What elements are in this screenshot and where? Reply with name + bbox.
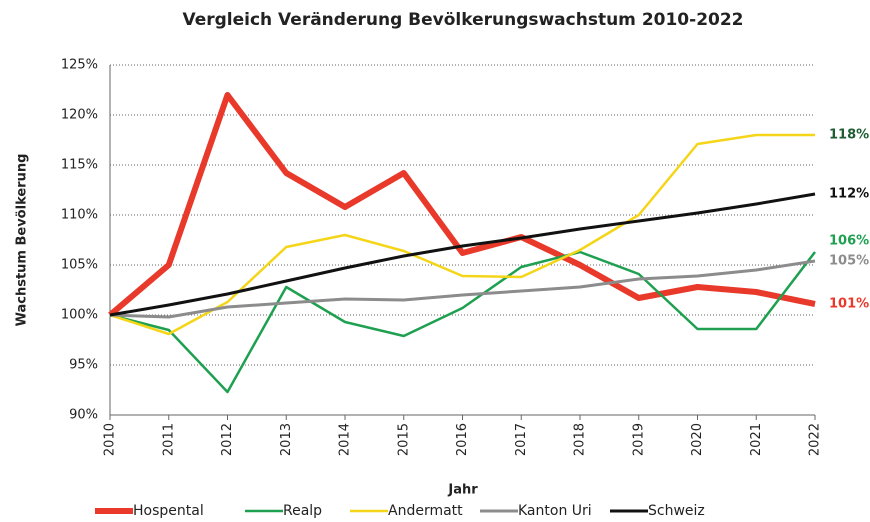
- x-tick-label: 2020: [690, 423, 705, 456]
- series-line: [109, 259, 816, 319]
- x-tick-label: 2021: [749, 423, 764, 456]
- y-tick-label: 100%: [61, 308, 98, 323]
- x-tick-label: 2010: [103, 423, 118, 456]
- y-tick-label: 120%: [61, 108, 98, 123]
- legend-text: Hospental: [133, 503, 204, 519]
- legend-text: Andermatt: [388, 503, 463, 519]
- legend-text: Schweiz: [648, 503, 705, 519]
- end-label: 106%: [829, 234, 869, 249]
- x-axis-label: Jahr: [447, 483, 478, 498]
- end-label: 112%: [829, 187, 869, 202]
- x-tick-label: 2011: [161, 423, 176, 456]
- y-tick-label: 125%: [61, 58, 98, 73]
- x-tick-label: 2014: [338, 423, 353, 456]
- x-tick-label: 2017: [514, 423, 529, 456]
- end-label: 118%: [829, 128, 869, 143]
- x-tick-label: 2016: [455, 423, 470, 456]
- series-line: [109, 133, 815, 336]
- y-tick-label: 115%: [61, 158, 98, 173]
- x-tick-label: 2012: [220, 423, 235, 456]
- series-line: [109, 250, 816, 394]
- y-tick-label: 95%: [69, 358, 98, 373]
- legend-text: Realp: [283, 503, 322, 519]
- x-tick-label: 2018: [573, 423, 588, 456]
- chart-title: Vergleich Veränderung Bevölkerungswachst…: [182, 10, 743, 30]
- legend-text: Kanton Uri: [518, 503, 592, 519]
- end-label: 105%: [829, 254, 869, 269]
- x-tick-label: 2022: [808, 423, 823, 456]
- end-label: 101%: [829, 297, 869, 312]
- x-tick-label: 2013: [279, 423, 294, 456]
- y-axis-label: Wachstum Bevölkerung: [15, 154, 30, 327]
- y-tick-label: 105%: [61, 258, 98, 273]
- x-tick-label: 2015: [396, 423, 411, 456]
- series-line: [109, 192, 816, 317]
- y-tick-label: 90%: [69, 408, 98, 423]
- series-line: [108, 92, 816, 318]
- y-tick-label: 110%: [61, 208, 98, 223]
- x-tick-label: 2019: [631, 423, 646, 456]
